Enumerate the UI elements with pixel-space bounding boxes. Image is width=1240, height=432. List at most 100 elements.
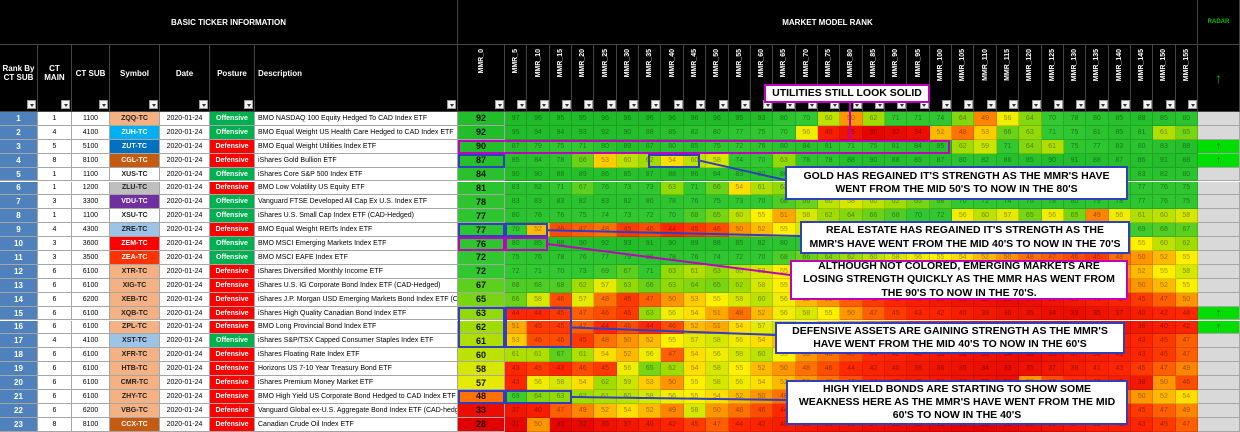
annotation: UTILITIES STILL LOOK SOLID (764, 84, 930, 103)
description-cell: BMO Equal Weight Utilities Index ETF (255, 139, 458, 154)
ct-main-cell: 6 (38, 264, 72, 279)
mmr-header: MMR_115 (996, 45, 1020, 112)
filter-button[interactable] (964, 100, 974, 109)
mmr-cell: 94 (549, 125, 573, 140)
posture-cell: Offensive (210, 237, 255, 251)
filter-button[interactable] (986, 100, 996, 109)
filter-button[interactable] (27, 100, 36, 109)
mmr-cell: 73 (616, 181, 640, 196)
mmr-cell: 55 (750, 209, 774, 224)
mmr-cell: 50 (616, 334, 640, 349)
mmr-cell: 94 (527, 125, 550, 140)
filter-button[interactable] (606, 100, 616, 109)
mmr-cell: 52 (616, 348, 640, 363)
date-cell: 2020-01-24 (160, 348, 210, 363)
connector-line (547, 243, 791, 276)
filter-button[interactable] (1120, 100, 1130, 109)
filter-button[interactable] (696, 100, 706, 109)
filter-button[interactable] (149, 100, 158, 109)
ct-main-cell: 6 (38, 278, 72, 293)
filter-button[interactable] (673, 100, 683, 109)
mmr-cell: 58 (549, 376, 573, 390)
filter-button[interactable] (651, 100, 661, 109)
filter-button[interactable] (718, 100, 728, 109)
mmr-cell: 96 (706, 112, 729, 126)
filter-button[interactable] (1165, 100, 1175, 109)
mmr-cell: 77 (458, 209, 505, 224)
mmr-cell: 37 (1108, 306, 1131, 321)
mmr-cell: 54 (683, 362, 707, 377)
date-cell: 2020-01-24 (160, 112, 210, 126)
filter-button[interactable] (1009, 100, 1019, 109)
highlight-box (648, 153, 700, 168)
mmr-cell: 76 (1153, 195, 1176, 210)
mmr-cell: 50 (1175, 292, 1198, 307)
rank-cell: 23 (0, 417, 38, 432)
filter-button[interactable] (495, 100, 504, 109)
mmr-cell: 84 (458, 167, 505, 182)
rank-cell: 1 (0, 112, 38, 126)
connector-line (699, 159, 786, 181)
rank-cell: 4 (0, 153, 38, 168)
filter-button[interactable] (1053, 100, 1063, 109)
mmr-cell: 52 (639, 334, 662, 349)
mmr-cell: 78 (527, 209, 550, 224)
mmr-cell: 73 (728, 195, 751, 210)
mmr-cell: 52 (639, 403, 662, 418)
filter-button[interactable] (244, 100, 253, 109)
ct-sub-cell: 1100 (72, 112, 110, 126)
mmr-cell: 85 (505, 153, 528, 168)
filter-button[interactable] (99, 100, 108, 109)
mmr-cell: 74 (706, 251, 729, 265)
ct-sub-cell: 3600 (72, 237, 110, 251)
mmr-cell: 96 (594, 112, 617, 126)
mmr-cell: 84 (527, 153, 550, 168)
mmr-cell: 60 (1153, 209, 1176, 224)
filter-button[interactable] (1143, 100, 1153, 109)
filter-button[interactable] (1098, 100, 1108, 109)
filter-button[interactable] (584, 100, 594, 109)
date-cell: 2020-01-24 (160, 167, 210, 182)
mmr-cell: 77 (1086, 139, 1109, 154)
filter-button[interactable] (1076, 100, 1086, 109)
filter-button[interactable] (539, 100, 549, 109)
mmr-cell: 83 (1108, 139, 1131, 154)
filter-button[interactable] (61, 100, 70, 109)
filter-button[interactable] (740, 100, 750, 109)
mmr-cell: 47 (1153, 292, 1176, 307)
filter-button[interactable] (1031, 100, 1041, 109)
mmr-cell: 45 (885, 306, 908, 321)
ct-sub-cell: 1100 (72, 209, 110, 224)
filter-button[interactable] (447, 100, 456, 109)
mmr-cell: 83 (505, 195, 528, 210)
filter-button[interactable] (629, 100, 639, 109)
mmr-cell: 72 (505, 264, 528, 279)
mmr-cell: 78 (549, 251, 573, 265)
mmr-cell: 75 (1063, 125, 1087, 140)
filter-button[interactable] (562, 100, 572, 109)
mmr-cell: 75 (1063, 139, 1087, 154)
rank-cell: 6 (0, 181, 38, 196)
mmr-cell: 43 (505, 362, 528, 377)
mmr-cell: 55 (728, 362, 751, 377)
mmr-cell: 57 (594, 278, 617, 293)
filter-button[interactable] (517, 100, 527, 109)
mmr-cell: 47 (1153, 403, 1176, 418)
filter-button[interactable] (942, 100, 952, 109)
mmr-cell: 63 (661, 278, 684, 293)
ct-sub-cell: 4300 (72, 223, 110, 238)
mmr-cell: 87 (639, 167, 662, 182)
mmr-cell: 71 (885, 112, 908, 126)
mmr-cell: 54 (750, 334, 774, 349)
posture-cell: Offensive (210, 334, 255, 349)
mmr-cell: 97 (505, 112, 528, 126)
highlight-box (458, 237, 505, 251)
description-cell: BMO Long Provincial Bond Index ETF (255, 320, 458, 335)
mmr-cell: 70 (750, 195, 774, 210)
filter-button[interactable] (1188, 100, 1197, 109)
mmr-cell: 41 (1086, 362, 1109, 377)
mmr-cell: 40 (639, 417, 662, 432)
mmr-cell: 49 (1175, 403, 1198, 418)
description-cell: iShares U.S. Small Cap Index ETF (CAD-He… (255, 209, 458, 224)
filter-button[interactable] (199, 100, 208, 109)
